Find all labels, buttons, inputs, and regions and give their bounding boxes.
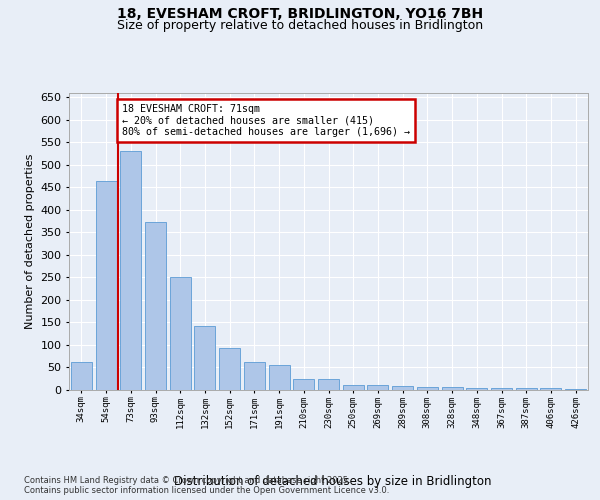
Bar bbox=[392, 386, 413, 390]
Text: Size of property relative to detached houses in Bridlington: Size of property relative to detached ho… bbox=[117, 19, 483, 32]
Bar bbox=[120, 151, 141, 390]
Bar bbox=[343, 386, 364, 390]
Bar bbox=[442, 387, 463, 390]
Bar bbox=[95, 182, 116, 390]
Bar bbox=[170, 278, 191, 390]
Y-axis label: Number of detached properties: Number of detached properties bbox=[25, 154, 35, 329]
Bar bbox=[293, 378, 314, 390]
Text: 18, EVESHAM CROFT, BRIDLINGTON, YO16 7BH: 18, EVESHAM CROFT, BRIDLINGTON, YO16 7BH bbox=[117, 8, 483, 22]
Bar bbox=[417, 387, 438, 390]
Bar bbox=[541, 388, 562, 390]
Text: 18 EVESHAM CROFT: 71sqm
← 20% of detached houses are smaller (415)
80% of semi-d: 18 EVESHAM CROFT: 71sqm ← 20% of detache… bbox=[122, 104, 410, 137]
Bar bbox=[244, 362, 265, 390]
Bar bbox=[269, 365, 290, 390]
Bar bbox=[145, 222, 166, 390]
Bar bbox=[491, 388, 512, 390]
Bar bbox=[219, 348, 240, 390]
Bar bbox=[466, 388, 487, 390]
Bar bbox=[565, 388, 586, 390]
Bar bbox=[71, 362, 92, 390]
Text: Contains HM Land Registry data © Crown copyright and database right 2025.
Contai: Contains HM Land Registry data © Crown c… bbox=[24, 476, 389, 495]
Bar bbox=[318, 378, 339, 390]
Bar bbox=[194, 326, 215, 390]
Bar bbox=[516, 388, 537, 390]
Bar bbox=[367, 385, 388, 390]
Text: Distribution of detached houses by size in Bridlington: Distribution of detached houses by size … bbox=[174, 474, 492, 488]
